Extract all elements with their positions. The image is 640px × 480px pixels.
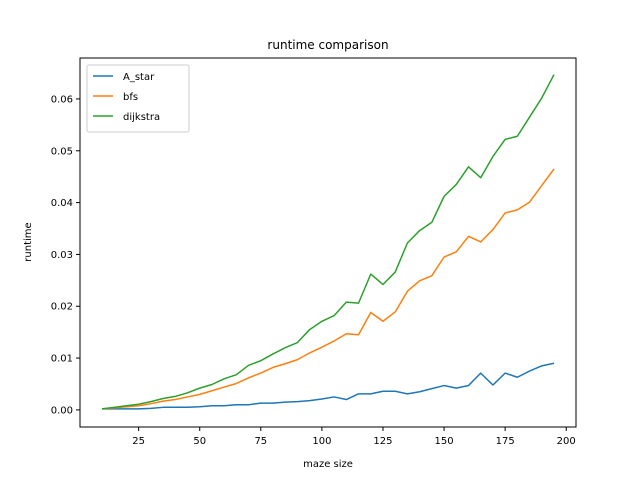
x-tick-label: 200 xyxy=(557,436,576,447)
series-line-a-star xyxy=(101,362,555,410)
legend-label-dijkstra: dijkstra xyxy=(123,112,160,123)
plot-frame xyxy=(79,57,577,428)
x-tick-label: 75 xyxy=(254,436,267,447)
y-tick-label: 0.03 xyxy=(51,250,73,261)
x-axis-label: maze size xyxy=(303,459,353,470)
x-tick-label: 50 xyxy=(193,436,206,447)
y-axis-label: runtime xyxy=(23,222,34,261)
y-tick-label: 0.04 xyxy=(51,198,73,209)
x-tick-label: 150 xyxy=(435,436,454,447)
chart-title: runtime comparison xyxy=(267,38,388,52)
y-tick-label: 0.01 xyxy=(51,354,73,365)
y-axis: 0.00 0.01 0.02 0.03 0.04 0.05 0.06 xyxy=(51,94,80,416)
series-line-dijkstra xyxy=(101,74,555,410)
legend-label-bfs: bfs xyxy=(123,92,138,103)
x-axis: 25 50 75 100 125 150 175 200 xyxy=(132,427,576,447)
y-tick-label: 0.05 xyxy=(51,146,73,157)
x-tick-label: 175 xyxy=(496,436,515,447)
plot-area xyxy=(101,74,555,410)
series-line-bfs xyxy=(101,168,555,410)
x-tick-label: 125 xyxy=(373,436,392,447)
y-tick-label: 0.00 xyxy=(51,405,73,416)
y-tick-label: 0.02 xyxy=(51,302,73,313)
x-tick-label: 100 xyxy=(312,436,331,447)
legend-label-a-star: A_star xyxy=(123,72,155,83)
x-tick-label: 25 xyxy=(132,436,145,447)
y-tick-label: 0.06 xyxy=(51,94,73,105)
